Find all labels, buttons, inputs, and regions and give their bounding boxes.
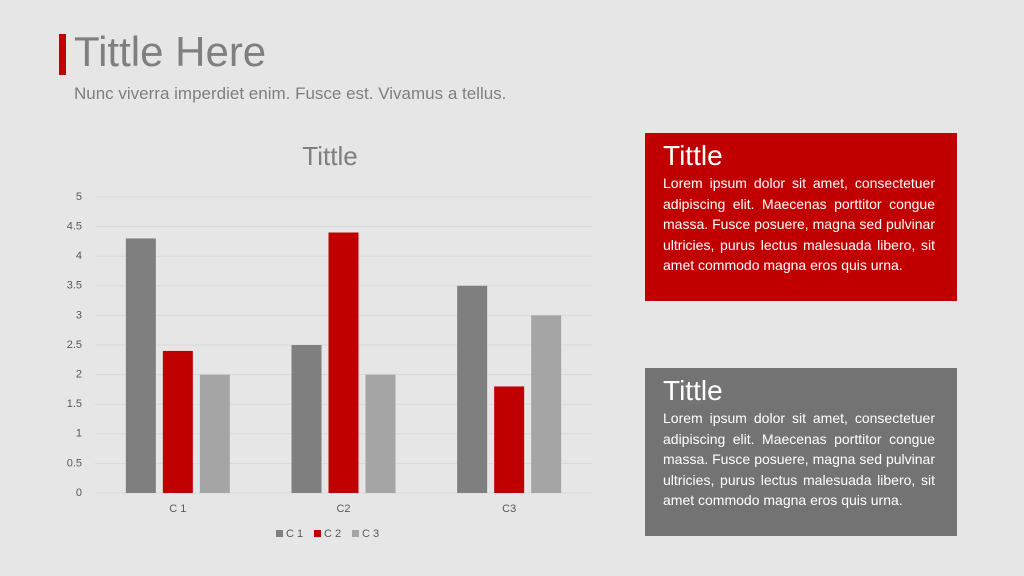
legend-swatch: [276, 530, 283, 537]
x-tick-label: C 1: [169, 503, 186, 515]
legend-label: C 2: [324, 528, 341, 540]
y-tick-label: 4.5: [67, 221, 82, 233]
bar: [125, 238, 156, 493]
y-tick-label: 4: [76, 250, 82, 262]
bar: [162, 350, 193, 493]
legend-swatch: [314, 530, 321, 537]
box-title: Tittle: [663, 140, 723, 171]
box-text: Lorem ipsum dolor sit amet, consectetuer…: [663, 410, 935, 508]
y-tick-label: 1.5: [67, 398, 82, 410]
bar: [494, 386, 525, 493]
slide-title: Tittle Here: [74, 28, 267, 75]
accent-bar: [59, 34, 66, 75]
legend-swatch: [352, 530, 359, 537]
legend-label: C 3: [362, 528, 379, 540]
bar: [457, 285, 488, 493]
y-tick-label: 3: [76, 309, 82, 321]
y-tick-label: 2: [76, 369, 82, 381]
bar: [291, 345, 322, 493]
text-box: Tittle Lorem ipsum dolor sit amet, conse…: [645, 133, 957, 301]
y-tick-label: 0: [76, 487, 82, 499]
bar: [365, 374, 396, 493]
x-tick-label: C3: [502, 503, 516, 515]
y-tick-label: 0.5: [67, 457, 82, 469]
chart: Tittle 0 0.5 1 1.5 2 2.5 3 3.5 4 4.5 5 C 1 C2 C3 C 1 C …: [67, 141, 592, 540]
y-tick-label: 3.5: [67, 280, 82, 292]
bar: [328, 232, 359, 493]
box-title: Tittle: [663, 375, 723, 406]
bar: [531, 315, 562, 493]
legend-label: C 1: [286, 528, 303, 540]
slide-subtitle: Nunc viverra imperdiet enim. Fusce est. …: [74, 84, 507, 103]
y-tick-label: 2.5: [67, 339, 82, 351]
x-tick-label: C2: [336, 503, 350, 515]
bar: [199, 374, 230, 493]
text-box: Tittle Lorem ipsum dolor sit amet, conse…: [645, 368, 957, 536]
chart-title: Tittle: [302, 141, 357, 171]
box-text: Lorem ipsum dolor sit amet, consectetuer…: [663, 175, 935, 273]
y-tick-label: 5: [76, 191, 82, 203]
y-tick-label: 1: [76, 428, 82, 440]
